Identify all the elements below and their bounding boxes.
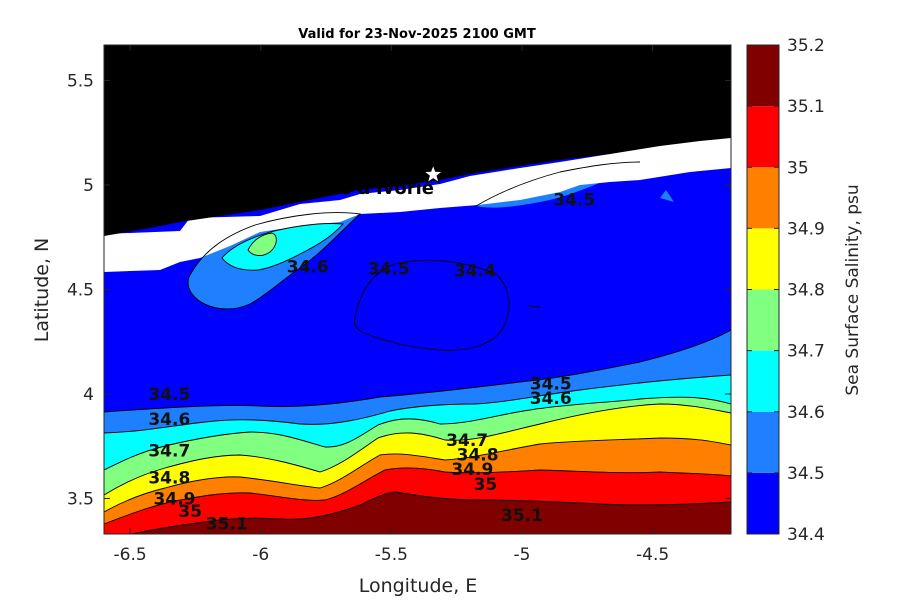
contour-label: 34.6 [530, 389, 572, 409]
band-nearshore-34.7 [248, 233, 277, 256]
x-axis-label: Longitude, E [359, 575, 478, 597]
y-tick-label: 5.5 [67, 72, 94, 92]
land-mass [104, 45, 731, 236]
contour-lines [104, 161, 731, 534]
x-tick-label: -4.5 [636, 545, 669, 565]
contour-label: 34.7 [148, 441, 190, 461]
y-tick-label: 3.5 [67, 489, 94, 509]
small-blue-patch [660, 190, 674, 202]
contour-label: 34.5 [368, 260, 410, 280]
colorbar-tick-label: 34.4 [787, 525, 825, 545]
contour-label: 34.5 [148, 385, 190, 405]
contour-label: 34.6 [148, 410, 190, 430]
colorbar-tick-label: 35.1 [787, 97, 825, 117]
y-tick-label: 4.5 [67, 281, 94, 301]
colorbar-tick-label: 34.5 [787, 464, 825, 484]
colorbar-tick-label: 34.6 [787, 403, 825, 423]
y-tick-label: 4 [83, 385, 94, 405]
contour-label: 35.1 [206, 515, 248, 535]
contour-label: 34.7 [446, 431, 488, 451]
contour-label: 34.8 [148, 469, 190, 489]
colorbar-tick-label: 34.8 [787, 281, 825, 301]
colorbar-tick-label: 34.7 [787, 342, 825, 362]
contour-label: 35 [474, 475, 498, 495]
x-tick-label: -5 [514, 545, 531, 565]
colorbar-segment [747, 411, 779, 473]
chart-title: Valid for 23-Nov-2025 2100 GMT [298, 27, 536, 42]
contour-label: 34.6 [287, 258, 329, 278]
contour-label: 34.5 [553, 191, 595, 211]
contour-labels: 34.534.634.734.834.93535.134.534.634.734… [148, 191, 595, 535]
x-tick-label: -6.5 [114, 545, 147, 565]
colorbar-segment [747, 45, 779, 107]
colorbar-segment [747, 228, 779, 290]
band-nearshore-34.6 [222, 223, 343, 271]
contour-label: 34.8 [457, 446, 499, 466]
colorbar-tick-label: 35 [787, 158, 809, 178]
colorbar-segment [747, 350, 779, 412]
y-tick-label: 5 [83, 176, 94, 196]
colorbar: 34.4 34.5 34.6 34.7 34.8 34.9 35 35.1 35.2 [746, 36, 825, 545]
colorbar-tick-label: 34.9 [787, 219, 825, 239]
y-axis: 3.5 4 4.5 5 5.5 [67, 72, 731, 509]
colorbar-segment [747, 106, 779, 168]
colorbar-segment [747, 289, 779, 351]
y-axis-label: Latitude, N [31, 238, 53, 343]
contour-label: 35 [178, 502, 202, 522]
colorbar-tick-label: 35.2 [787, 36, 825, 56]
colorbar-segment [747, 167, 779, 229]
contour-label: 34.9 [154, 489, 196, 509]
site-marker-star [422, 162, 445, 185]
contour-label: 34.5 [530, 375, 572, 395]
contour-label: 35.1 [501, 506, 543, 526]
x-tick-label: -5.5 [375, 545, 408, 565]
band-35.1 [104, 492, 731, 534]
contour-label: 34.9 [451, 460, 493, 480]
colorbar-label: Sea Surface Salinity, psu [843, 184, 863, 395]
colorbar-segment [747, 472, 779, 534]
x-tick-label: -6 [252, 545, 269, 565]
x-axis: -6.5 -6 -5.5 -5 -4.5 [114, 45, 669, 565]
site-label: ONHYM) PPL EBS – Cote d'Ivorie [109, 178, 434, 199]
contour-label: 34.4 [454, 262, 496, 282]
plot-area: ONHYM) PPL EBS – Cote d'Ivorie 34.534.63… [104, 45, 731, 535]
